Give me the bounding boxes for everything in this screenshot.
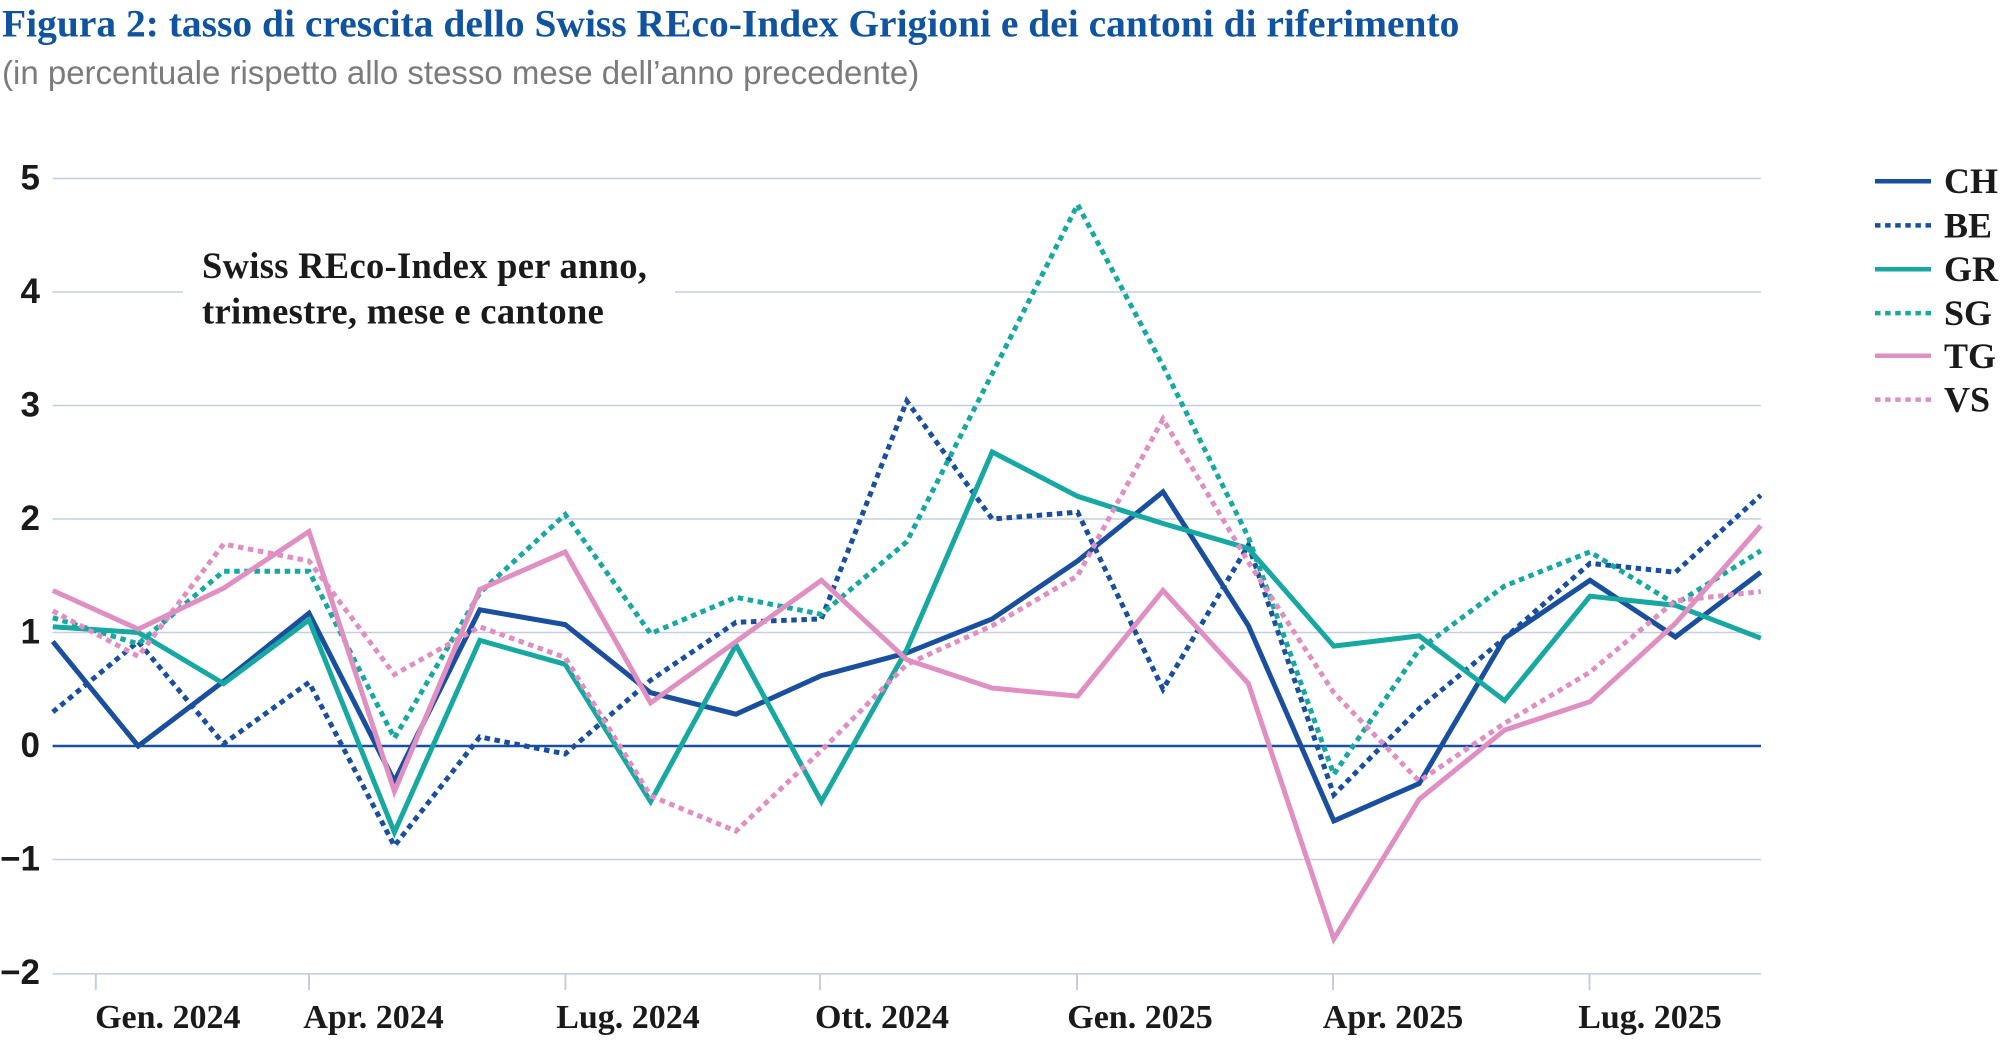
svg-text:GR: GR [1944, 249, 1999, 289]
svg-text:2: 2 [21, 499, 40, 538]
svg-text:Gen. 2024: Gen. 2024 [95, 999, 240, 1036]
svg-text:3: 3 [21, 386, 40, 425]
svg-text:Apr. 2024: Apr. 2024 [303, 999, 443, 1036]
svg-text:CH: CH [1944, 161, 1998, 201]
svg-text:SG: SG [1944, 293, 1992, 333]
svg-text:−2: −2 [0, 953, 40, 992]
svg-text:Apr. 2025: Apr. 2025 [1323, 999, 1463, 1036]
svg-text:Swiss REco-Index per anno,: Swiss REco-Index per anno, [202, 245, 647, 286]
svg-text:Lug. 2025: Lug. 2025 [1578, 999, 1722, 1036]
svg-text:1: 1 [21, 613, 40, 652]
svg-text:−1: −1 [0, 840, 40, 879]
svg-text:Figura 2: tasso di crescita de: Figura 2: tasso di crescita dello Swiss … [2, 2, 1459, 46]
svg-text:Lug. 2024: Lug. 2024 [556, 999, 700, 1036]
svg-text:trimestre, mese e cantone: trimestre, mese e cantone [202, 291, 604, 332]
svg-text:TG: TG [1944, 336, 1996, 376]
svg-text:Ott. 2024: Ott. 2024 [815, 999, 949, 1036]
svg-text:VS: VS [1944, 380, 1990, 420]
svg-text:BE: BE [1944, 205, 1992, 245]
svg-text:Gen. 2025: Gen. 2025 [1067, 999, 1212, 1036]
svg-text:4: 4 [21, 272, 41, 311]
svg-text:(in percentuale rispetto allo: (in percentuale rispetto allo stesso mes… [2, 54, 919, 91]
svg-text:5: 5 [21, 159, 40, 198]
svg-text:0: 0 [21, 726, 40, 765]
